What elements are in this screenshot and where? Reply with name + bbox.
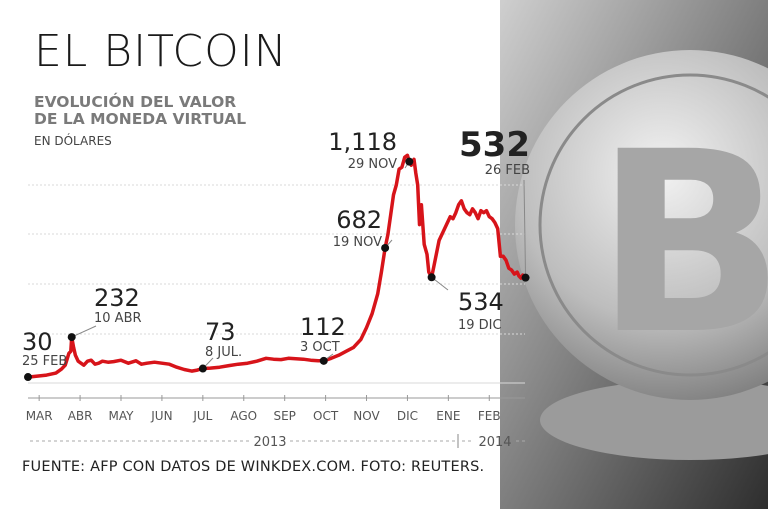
annotation-value: 30 (22, 328, 53, 356)
annotation-date: 29 NOV (348, 157, 397, 172)
x-tick-label: DIC (397, 409, 418, 423)
chart-title: EL BITCOIN (34, 26, 288, 77)
annotation-date: 25 FEB (22, 354, 67, 369)
annotation-marker (427, 273, 436, 282)
annotation-value: 73 (205, 318, 236, 346)
annotation-date: 10 ABR (94, 311, 142, 326)
x-tick-label: NOV (353, 409, 380, 423)
annotation-date: 8 JUL. (205, 345, 242, 360)
annotation-value: 682 (336, 206, 382, 234)
x-tick-label: ENE (436, 409, 460, 423)
subtitle-line-2: DE LA MONEDA VIRTUAL (34, 110, 247, 128)
annotation-marker (405, 157, 414, 166)
annotation-marker (198, 364, 207, 373)
series-line (27, 153, 527, 379)
annotation-leader (523, 179, 527, 278)
annotation-value: 112 (300, 313, 346, 341)
unit-label: EN DÓLARES (34, 134, 112, 148)
annotation-marker (381, 243, 390, 252)
source-note: FUENTE: AFP CON DATOS DE WINKDEX.COM. FO… (22, 459, 485, 475)
x-tick-label: MAY (109, 409, 135, 423)
x-tick-label: AGO (230, 409, 257, 423)
x-tick-label: ABR (68, 409, 93, 423)
annotation-leader (71, 325, 97, 338)
year-label-2014: 2014 (478, 435, 511, 450)
annotation-date: 19 DIC (458, 318, 502, 333)
chart-subtitle: EVOLUCIÓN DEL VALOR DE LA MONEDA VIRTUAL (34, 94, 246, 128)
annotation-date: 3 OCT (300, 340, 340, 355)
x-tick-label: FEB (478, 409, 501, 423)
annotation-value: 232 (94, 284, 140, 312)
annotation-date: 19 NOV (333, 235, 382, 250)
annotation-marker (67, 333, 76, 342)
annotation-value: 1,118 (328, 128, 397, 156)
x-tick-label: OCT (313, 409, 339, 423)
bitcoin-symbol-icon: B (595, 98, 768, 389)
x-tick-label: JUL (192, 409, 212, 423)
x-tick-label: MAR (26, 409, 53, 423)
annotation-marker (521, 273, 530, 282)
annotation-value: 532 (459, 125, 530, 165)
subtitle-line-1: EVOLUCIÓN DEL VALOR (34, 93, 237, 111)
annotation-marker (24, 373, 32, 382)
year-label-2013: 2013 (253, 435, 286, 450)
annotation-marker (319, 356, 328, 365)
x-tick-label: JUN (150, 409, 172, 423)
annotation-date: 26 FEB (485, 163, 530, 178)
photo-fade (410, 0, 610, 509)
x-tick-label: SEP (273, 409, 295, 423)
annotation-value: 534 (458, 288, 504, 316)
